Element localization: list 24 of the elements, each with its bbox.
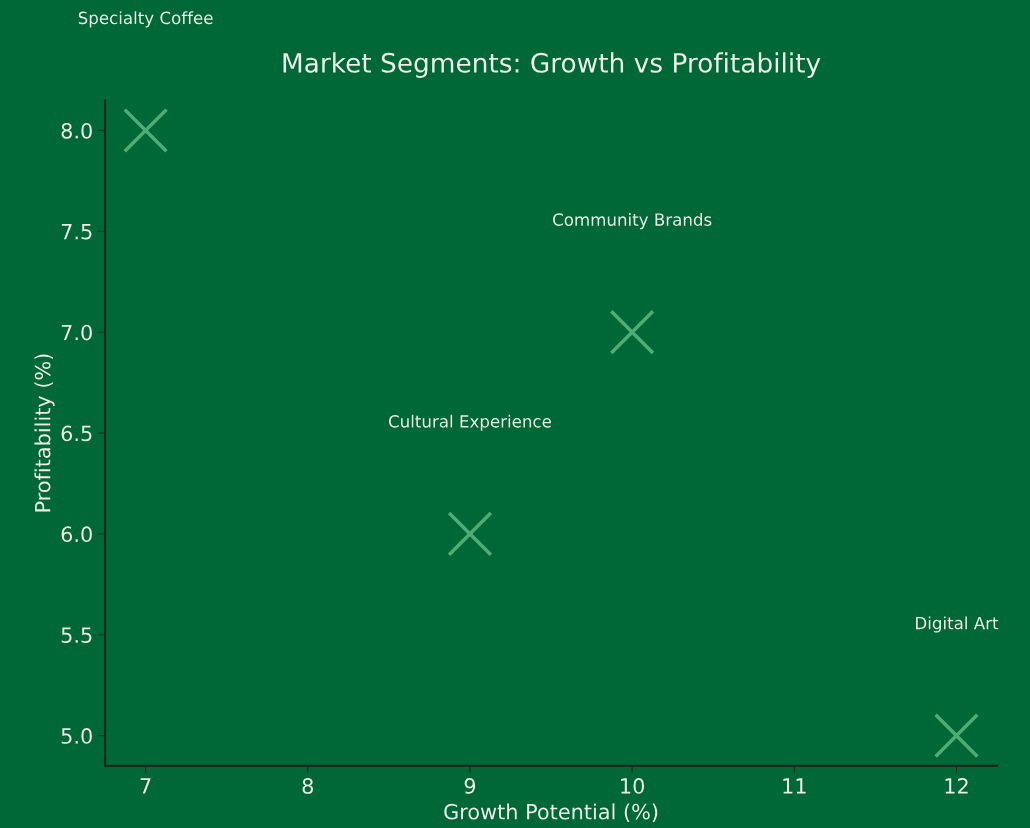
annotation: Community Brands (553, 213, 712, 230)
y-tick-label: 5.0 (61, 728, 92, 744)
point (123, 107, 169, 154)
point (933, 713, 980, 759)
point (609, 309, 655, 355)
y-tick-label: 6.0 (61, 526, 92, 543)
x-tick-label: 11 (783, 778, 806, 794)
x-tick-label: 10 (621, 778, 645, 794)
annotation: Cultural Experience (388, 414, 552, 431)
x-tick-label: 9 (464, 778, 476, 794)
annotation: Digital Art (916, 616, 999, 633)
y-tick-label: 8.0 (61, 122, 92, 139)
chart-title: Market Segments: Growth vs Profitability (283, 52, 821, 78)
x-tick-label: 12 (945, 778, 968, 794)
point (447, 511, 493, 557)
y-tick-label: 6.5 (61, 425, 92, 442)
y-axis-title: Profitability (%) (34, 354, 55, 512)
text: Specialty Coffee (78, 11, 213, 28)
x-axis-title: Growth Potential (%) (444, 803, 658, 822)
x-tick-label: 8 (302, 778, 313, 794)
y-tick-label: 7.5 (61, 224, 92, 240)
x-tick-label: 7 (140, 778, 151, 794)
y-tick-label: 5.5 (61, 627, 92, 643)
y-tick-label: 7.0 (61, 324, 92, 341)
